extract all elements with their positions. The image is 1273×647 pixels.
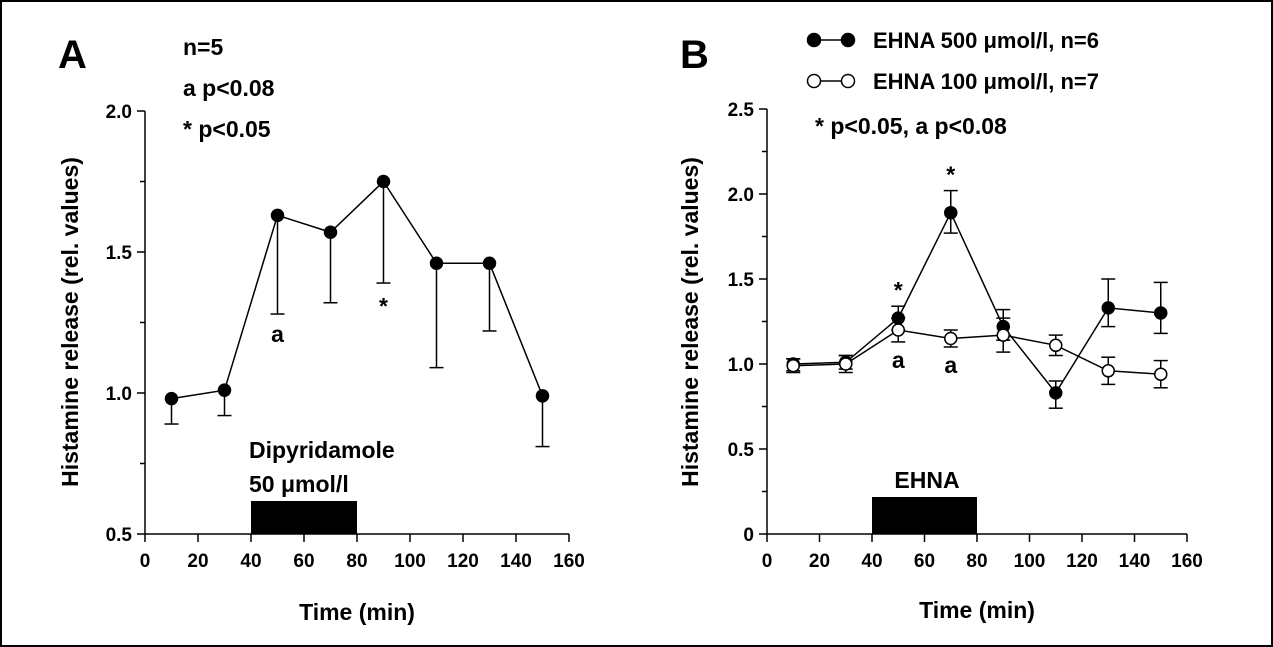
panel-b-annotation: * p<0.05, a p<0.08: [815, 113, 1007, 139]
x-tick-label: 160: [1171, 551, 1203, 572]
legend-entry-ehna-500: EHNA 500 μmol/l, n=6: [873, 28, 1099, 53]
series-line: [171, 180, 544, 400]
panel-b-x-ticks: 0 20 40 60 80 100 120 140 160: [762, 534, 1203, 572]
data-point: [429, 256, 444, 271]
series-line: [793, 329, 1161, 375]
x-tick-label: 0: [140, 551, 151, 572]
legend-marker-open: [840, 73, 856, 89]
y-tick-label: 0: [743, 525, 754, 546]
data-point: [164, 391, 179, 406]
y-tick-label: 0.5: [106, 525, 133, 546]
data-point: [376, 174, 391, 189]
x-tick-label: 140: [1119, 551, 1151, 572]
data-point: [1154, 306, 1168, 320]
x-tick-label: 0: [762, 551, 773, 572]
y-tick-label: 1.5: [728, 270, 755, 291]
panel-a-treatment-label-1: Dipyridamole: [249, 437, 395, 463]
panel-a-y-label: Histamine release (rel. values): [57, 157, 83, 487]
panel-a-treatment-label-2: 50 μmol/l: [249, 471, 349, 497]
panel-a-series: a*: [164, 174, 550, 448]
significance-label: a: [944, 352, 957, 378]
series-filled: a*: [164, 174, 550, 448]
data-point: [1049, 386, 1063, 400]
data-point: [1101, 364, 1115, 378]
data-point: [270, 208, 285, 223]
significance-label: *: [946, 162, 955, 188]
x-tick-label: 20: [187, 551, 208, 572]
significance-label: *: [894, 277, 903, 303]
panel-b-y-ticks: 0 0.5 1.0 1.5 2.0 2.5: [728, 100, 767, 546]
panel-a-annotation-a: a p<0.08: [183, 75, 275, 101]
panel-a: A n=5 a p<0.08 * p<0.05 Dipyridamole 50 …: [57, 33, 585, 625]
data-point: [891, 323, 905, 337]
legend-marker-open: [806, 73, 822, 89]
data-point: [944, 331, 958, 346]
data-point: [217, 383, 232, 397]
significance-label: a: [271, 321, 284, 347]
y-tick-label: 2.0: [728, 185, 754, 206]
legend-marker-filled: [806, 32, 822, 48]
x-tick-label: 160: [553, 551, 585, 572]
x-tick-label: 80: [966, 551, 987, 572]
panel-b-series: **a a: [786, 162, 1168, 409]
data-point: [1101, 301, 1115, 315]
x-tick-label: 20: [809, 551, 830, 572]
significance-label: *: [379, 293, 388, 319]
x-tick-label: 120: [447, 551, 479, 572]
x-tick-label: 120: [1066, 551, 1098, 572]
panel-b-treatment-bar: [872, 497, 977, 534]
significance-label: a: [892, 347, 905, 373]
legend-entry-ehna-100: EHNA 100 μmol/l, n=7: [873, 69, 1099, 94]
data-point: [482, 256, 497, 271]
panel-b-y-label: Histamine release (rel. values): [677, 157, 703, 487]
x-tick-label: 40: [240, 551, 261, 572]
x-tick-label: 100: [1014, 551, 1046, 572]
panel-a-letter: A: [58, 33, 87, 77]
y-tick-label: 1.5: [106, 243, 133, 264]
data-point: [944, 205, 958, 220]
panel-b-letter: B: [680, 33, 709, 77]
y-tick-label: 2.5: [728, 100, 755, 121]
y-tick-label: 1.0: [728, 355, 754, 376]
panel-b-x-label: Time (min): [919, 597, 1035, 623]
x-tick-label: 100: [394, 551, 426, 572]
panel-a-annotation-star: * p<0.05: [183, 116, 271, 142]
data-point: [839, 357, 853, 371]
data-point: [323, 225, 338, 240]
panel-a-annotation-n: n=5: [183, 34, 223, 60]
legend: EHNA 500 μmol/l, n=6 EHNA 100 μmol/l, n=…: [806, 28, 1099, 94]
y-tick-label: 1.0: [106, 384, 132, 405]
panel-b: B EHNA 500 μmol/l, n=6 EHNA 100 μmol/l, …: [677, 28, 1203, 623]
x-tick-label: 60: [293, 551, 314, 572]
panel-a-x-label: Time (min): [299, 599, 415, 625]
data-point: [1154, 367, 1168, 381]
data-point: [1049, 338, 1063, 353]
data-point: [786, 358, 800, 373]
legend-marker-filled: [840, 32, 856, 48]
y-tick-label: 0.5: [728, 440, 755, 461]
x-tick-label: 140: [500, 551, 532, 572]
panel-a-treatment-bar: [251, 501, 357, 534]
data-point: [535, 389, 550, 403]
series-line: [793, 210, 1161, 395]
y-tick-label: 2.0: [106, 102, 132, 123]
panel-b-treatment-label: EHNA: [894, 467, 959, 493]
x-tick-label: 40: [861, 551, 882, 572]
panel-a-y-ticks: 0.5 1.0 1.5 2.0: [106, 102, 145, 546]
panel-a-x-ticks: 0 20 40 60 80 100 120 140 160: [140, 534, 585, 572]
x-tick-label: 80: [346, 551, 367, 572]
data-point: [996, 328, 1010, 342]
x-tick-label: 60: [914, 551, 935, 572]
